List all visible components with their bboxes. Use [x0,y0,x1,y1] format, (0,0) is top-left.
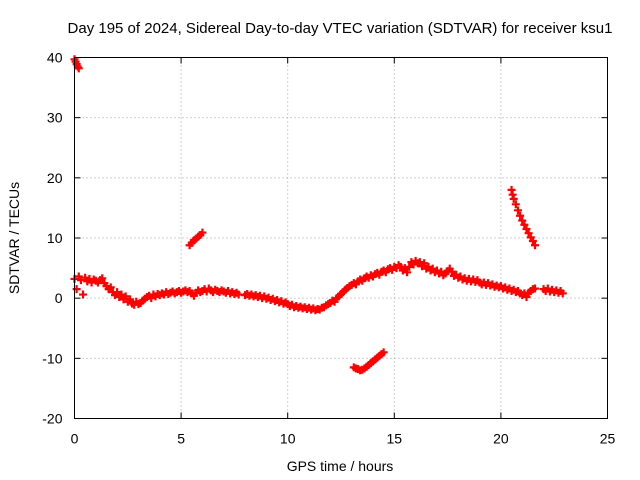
x-tick-label: 10 [280,431,296,447]
data-point [72,285,81,294]
y-tick-label: 30 [47,110,63,126]
data-point [447,267,456,276]
y-tick-label: 20 [47,170,63,186]
data-point [420,259,429,268]
data-point [125,295,134,304]
x-tick-label: 25 [600,431,616,447]
data-point [379,348,388,357]
x-axis-label: GPS time / hours [287,458,394,474]
data-point [113,288,122,297]
data-point [74,64,83,73]
axis-ticks: 0 5 10 15 20 25 -20 -10 0 10 20 30 40 [42,50,615,447]
x-tick-label: 0 [71,431,79,447]
data-point [405,262,414,271]
data-point [509,194,518,203]
data-point [403,268,412,277]
data-point [121,292,130,301]
data-point [528,237,537,246]
data-point [400,264,409,273]
y-tick-label: 0 [55,290,63,306]
y-tick-label: 10 [47,230,63,246]
data-point [415,258,424,267]
data-points [70,55,567,375]
data-point [516,211,525,220]
data-point [522,224,531,233]
y-tick-label: 40 [47,50,63,66]
data-point [558,289,567,298]
y-tick-label: -10 [42,350,62,366]
data-point [198,228,207,237]
chart-title: Day 195 of 2024, Sidereal Day-to-day VTE… [68,20,613,37]
x-tick-label: 20 [493,431,509,447]
data-point [522,292,531,301]
data-point [518,216,527,225]
data-point [513,206,522,215]
x-tick-label: 5 [177,431,185,447]
data-point [520,220,529,229]
data-point [117,290,126,299]
data-point [511,200,520,209]
data-point [76,276,85,285]
y-tick-label: -20 [42,411,62,427]
data-point [531,284,540,293]
data-point [524,229,533,238]
grid-lines [74,57,608,419]
data-point [98,274,107,283]
data-point [106,283,115,292]
data-point [79,290,88,299]
y-axis-label: SDTVAR / TECUs [6,182,22,294]
x-tick-label: 15 [387,431,403,447]
data-point [531,241,540,250]
